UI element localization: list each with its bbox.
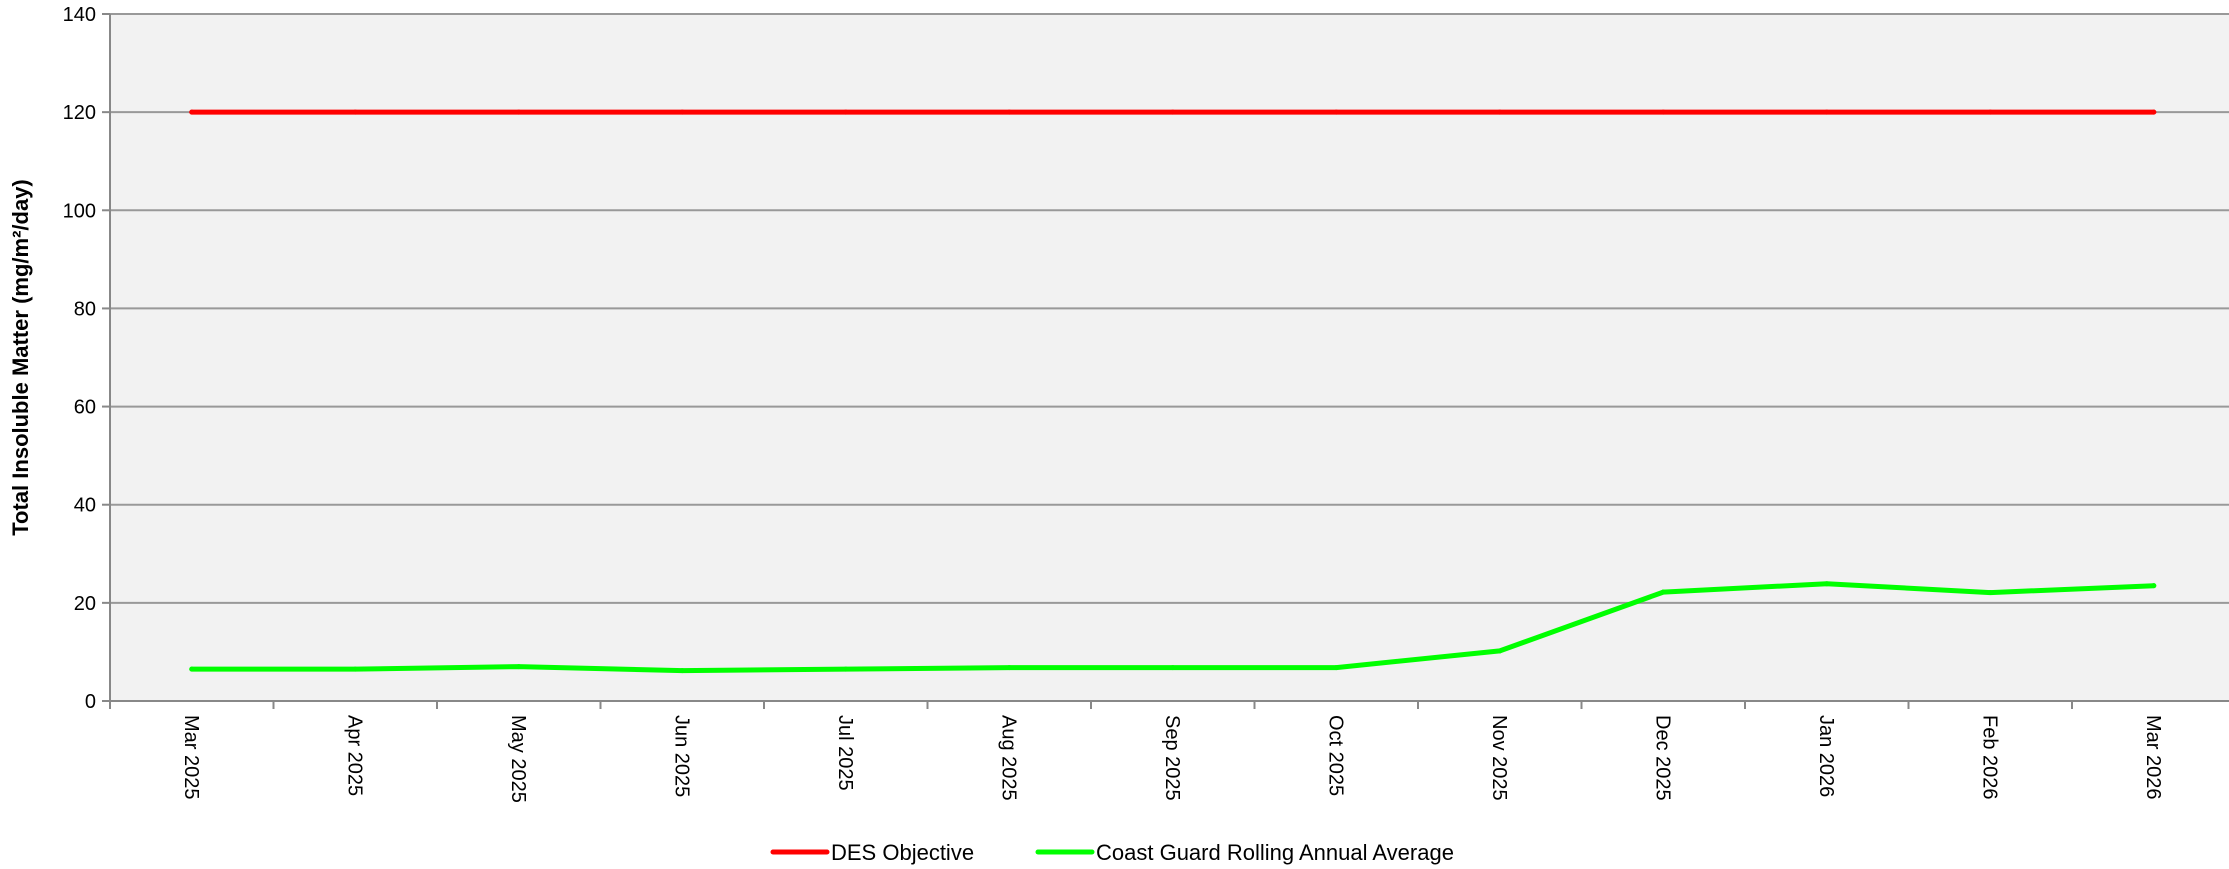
series-1-point <box>1497 648 1503 654</box>
x-tick-label: Jun 2025 <box>670 715 692 797</box>
series-0-point <box>1660 109 1666 115</box>
y-tick-label: 0 <box>85 691 96 713</box>
series-0-point <box>2151 109 2157 115</box>
y-tick-label: 100 <box>63 200 96 222</box>
x-tick-label: Aug 2025 <box>997 715 1019 801</box>
x-tick-label: Sep 2025 <box>1161 715 1183 801</box>
series-0-point <box>679 109 685 115</box>
series-0-point <box>1497 109 1503 115</box>
series-1-point <box>2151 583 2157 589</box>
y-tick-label: 20 <box>74 593 96 615</box>
series-1-point <box>352 666 358 672</box>
series-1-point <box>516 664 522 670</box>
legend-label-1: Coast Guard Rolling Annual Average <box>1096 840 1454 865</box>
series-1-point <box>1333 665 1339 671</box>
series-1-point <box>843 666 849 672</box>
y-tick-label: 140 <box>63 4 96 26</box>
x-tick-label: Mar 2026 <box>2142 715 2164 800</box>
x-tick-label: Oct 2025 <box>1324 715 1346 796</box>
series-1-point <box>1170 665 1176 671</box>
series-0-point <box>1333 109 1339 115</box>
series-0-point <box>189 109 195 115</box>
series-0-point <box>516 109 522 115</box>
series-1-point <box>1006 665 1012 671</box>
series-1-point <box>679 668 685 674</box>
x-tick-label: Jan 2026 <box>1815 715 1837 797</box>
x-tick-label: Nov 2025 <box>1488 715 1510 801</box>
series-0-point <box>1170 109 1176 115</box>
x-tick-label: Dec 2025 <box>1651 715 1673 801</box>
legend-label-0: DES Objective <box>831 840 974 865</box>
x-tick-label: May 2025 <box>507 715 529 803</box>
series-1-point <box>1660 589 1666 595</box>
series-1-point <box>1824 581 1830 587</box>
plot-area <box>110 14 2229 701</box>
series-0-point <box>1006 109 1012 115</box>
x-tick-label: Mar 2025 <box>180 715 202 800</box>
x-tick-label: Feb 2026 <box>1978 715 2000 800</box>
y-tick-label: 60 <box>74 397 96 419</box>
y-axis-title: Total Insoluble Matter (mg/m²/day) <box>8 179 33 536</box>
y-tick-label: 120 <box>63 102 96 124</box>
y-tick-label: 80 <box>74 298 96 320</box>
series-1-point <box>1987 590 1993 596</box>
series-0-point <box>1824 109 1830 115</box>
series-0-point <box>1987 109 1993 115</box>
x-tick-label: Apr 2025 <box>343 715 365 796</box>
y-tick-label: 40 <box>74 495 96 517</box>
x-tick-label: Jul 2025 <box>834 715 856 791</box>
series-0-point <box>843 109 849 115</box>
series-1-point <box>189 666 195 672</box>
series-0-point <box>352 109 358 115</box>
